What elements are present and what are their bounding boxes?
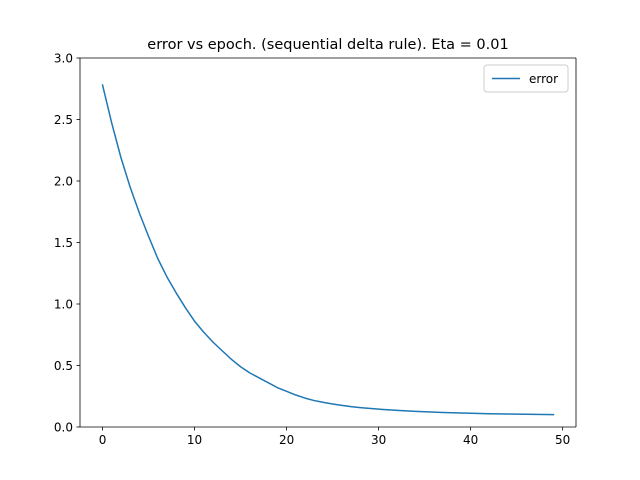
x-tick-label: 0 bbox=[99, 433, 107, 447]
x-tick-label: 40 bbox=[463, 433, 478, 447]
legend-label: error bbox=[529, 72, 558, 86]
y-tick-label: 0.5 bbox=[54, 359, 73, 373]
x-tick-label: 30 bbox=[371, 433, 386, 447]
x-tick-label: 20 bbox=[279, 433, 294, 447]
y-tick-label: 3.0 bbox=[54, 52, 73, 66]
y-tick-label: 2.5 bbox=[54, 113, 73, 127]
x-tick-label: 10 bbox=[187, 433, 202, 447]
y-tick-label: 2.0 bbox=[54, 175, 73, 189]
y-tick-label: 1.5 bbox=[54, 236, 73, 250]
chart-title: error vs epoch. (sequential delta rule).… bbox=[147, 37, 508, 53]
y-tick-label: 0.0 bbox=[54, 421, 73, 435]
legend-box bbox=[483, 64, 569, 93]
x-tick-label: 50 bbox=[555, 433, 570, 447]
y-tick-label: 1.0 bbox=[54, 298, 73, 312]
plot-area: 0 10 20 30 40 50 0.0 0.5 1.0 1.5 2.0 2.5 3.0 error bbox=[54, 52, 577, 447]
series-line-error bbox=[101, 84, 555, 416]
